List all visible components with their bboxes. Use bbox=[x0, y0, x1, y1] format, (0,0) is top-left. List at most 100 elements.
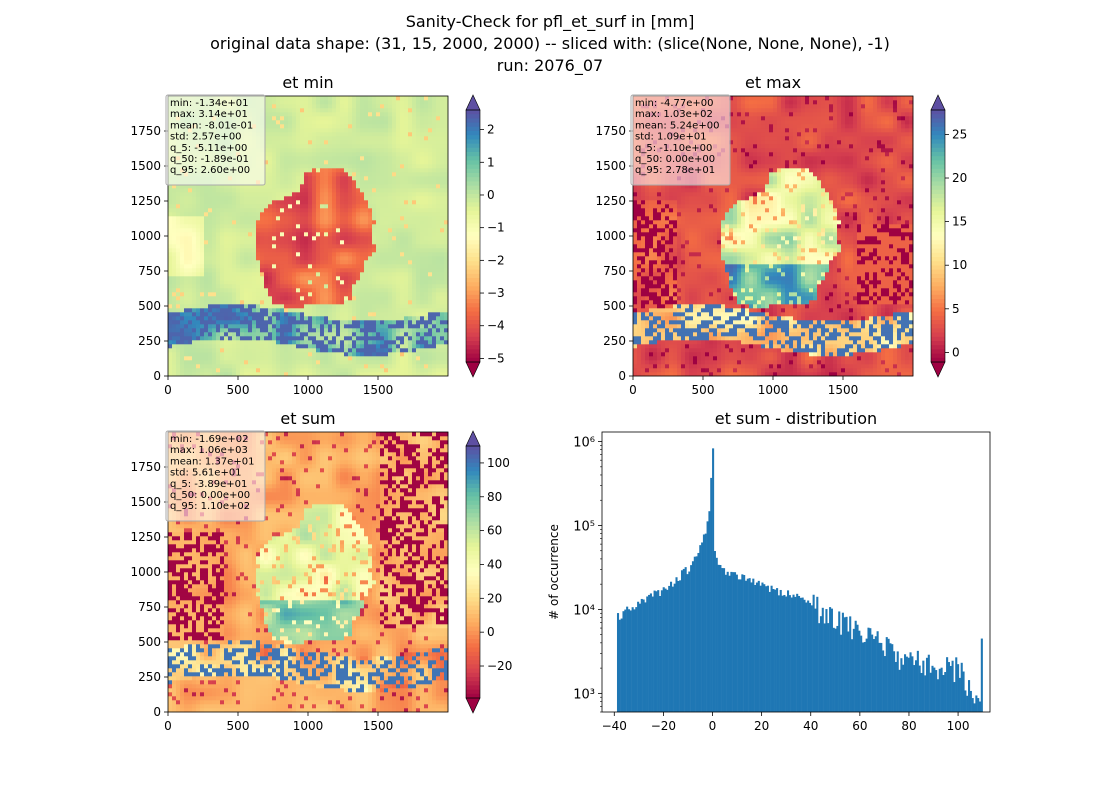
heatmap-cell bbox=[292, 288, 297, 293]
heatmap-cell bbox=[296, 156, 301, 161]
heatmap-cell bbox=[444, 120, 449, 125]
heatmap-cell bbox=[272, 332, 277, 337]
heatmap-cell bbox=[332, 100, 337, 105]
heatmap-cell bbox=[440, 248, 445, 253]
heatmap-cell bbox=[400, 368, 405, 373]
heatmap-cell bbox=[292, 144, 297, 149]
heatmap-cell bbox=[180, 244, 185, 249]
heatmap-cell bbox=[296, 176, 301, 181]
heatmap-cell bbox=[304, 364, 309, 369]
heatmap-cell bbox=[208, 208, 213, 213]
heatmap-cell bbox=[244, 292, 249, 297]
heatmap-cell bbox=[368, 192, 373, 197]
heatmap-cell bbox=[276, 156, 281, 161]
heatmap-cell bbox=[200, 328, 205, 333]
heatmap-cell bbox=[296, 148, 301, 153]
heatmap-cell bbox=[376, 168, 381, 173]
heatmap-cell bbox=[332, 228, 337, 233]
heatmap-cell bbox=[352, 240, 357, 245]
heatmap-cell bbox=[348, 300, 353, 305]
heatmap-cell bbox=[440, 296, 445, 301]
heatmap-cell bbox=[316, 340, 321, 345]
heatmap-cell bbox=[348, 280, 353, 285]
heatmap-cell bbox=[392, 184, 397, 189]
heatmap-cell bbox=[240, 248, 245, 253]
heatmap-cell bbox=[376, 228, 381, 233]
heatmap-cell bbox=[200, 252, 205, 257]
heatmap-cell bbox=[380, 312, 385, 317]
heatmap-cell bbox=[356, 364, 361, 369]
heatmap-cell bbox=[308, 332, 313, 337]
heatmap-cell bbox=[368, 356, 373, 361]
heatmap-cell bbox=[256, 296, 261, 301]
heatmap-cell bbox=[388, 312, 393, 317]
heatmap-cell bbox=[300, 160, 305, 165]
heatmap-cell bbox=[288, 320, 293, 325]
heatmap-cell bbox=[292, 264, 297, 269]
heatmap-cell bbox=[412, 320, 417, 325]
heatmap-cell bbox=[296, 372, 301, 377]
heatmap-cell bbox=[200, 352, 205, 357]
heatmap-cell bbox=[432, 204, 437, 209]
heatmap-cell bbox=[328, 336, 333, 341]
heatmap-cell bbox=[428, 204, 433, 209]
heatmap-cell bbox=[364, 212, 369, 217]
heatmap-cell bbox=[444, 372, 449, 377]
heatmap-cell bbox=[208, 212, 213, 217]
heatmap-cell bbox=[288, 368, 293, 373]
heatmap-cell bbox=[180, 328, 185, 333]
heatmap-cell bbox=[300, 152, 305, 157]
heatmap-cell bbox=[440, 304, 445, 309]
heatmap-cell bbox=[320, 284, 325, 289]
heatmap-cell bbox=[256, 236, 261, 241]
heatmap-cell bbox=[380, 232, 385, 237]
heatmap-cell bbox=[304, 308, 309, 313]
heatmap-cell bbox=[244, 272, 249, 277]
heatmap-cell bbox=[400, 180, 405, 185]
heatmap-cell bbox=[404, 216, 409, 221]
heatmap-cell bbox=[180, 344, 185, 349]
heatmap-cell bbox=[184, 312, 189, 317]
heatmap-cell bbox=[352, 308, 357, 313]
heatmap-cell bbox=[364, 256, 369, 261]
heatmap-cell bbox=[388, 112, 393, 117]
heatmap-cell bbox=[296, 220, 301, 225]
heatmap-cell bbox=[360, 272, 365, 277]
heatmap-cell bbox=[188, 316, 193, 321]
heatmap-cell bbox=[444, 292, 449, 297]
heatmap-cell bbox=[328, 356, 333, 361]
heatmap-cell bbox=[440, 112, 445, 117]
heatmap-cell bbox=[364, 136, 369, 141]
heatmap-cell bbox=[292, 336, 297, 341]
heatmap-cell bbox=[372, 316, 377, 321]
heatmap-cell bbox=[316, 240, 321, 245]
heatmap-cell bbox=[400, 128, 405, 133]
heatmap-cell bbox=[248, 344, 253, 349]
heatmap-cell bbox=[372, 340, 377, 345]
heatmap-cell bbox=[348, 164, 353, 169]
heatmap-cell bbox=[368, 348, 373, 353]
heatmap-cell bbox=[260, 344, 265, 349]
heatmap-cell bbox=[304, 124, 309, 129]
heatmap-cell bbox=[268, 100, 273, 105]
heatmap-cell bbox=[272, 120, 277, 125]
heatmap-cell bbox=[416, 248, 421, 253]
heatmap-cell bbox=[300, 100, 305, 105]
heatmap-cell bbox=[240, 324, 245, 329]
heatmap-cell bbox=[248, 224, 253, 229]
heatmap-cell bbox=[320, 192, 325, 197]
heatmap-cell bbox=[352, 304, 357, 309]
heatmap-cell bbox=[196, 188, 201, 193]
heatmap-cell bbox=[180, 196, 185, 201]
heatmap-cell bbox=[444, 212, 449, 217]
heatmap-cell bbox=[340, 112, 345, 117]
heatmap-cell bbox=[400, 188, 405, 193]
heatmap-cell bbox=[396, 300, 401, 305]
heatmap-cell bbox=[268, 296, 273, 301]
heatmap-cell bbox=[380, 204, 385, 209]
heatmap-cell bbox=[308, 312, 313, 317]
heatmap-cell bbox=[240, 184, 245, 189]
heatmap-cell bbox=[444, 128, 449, 133]
heatmap-cell bbox=[272, 300, 277, 305]
heatmap-cell bbox=[420, 188, 425, 193]
